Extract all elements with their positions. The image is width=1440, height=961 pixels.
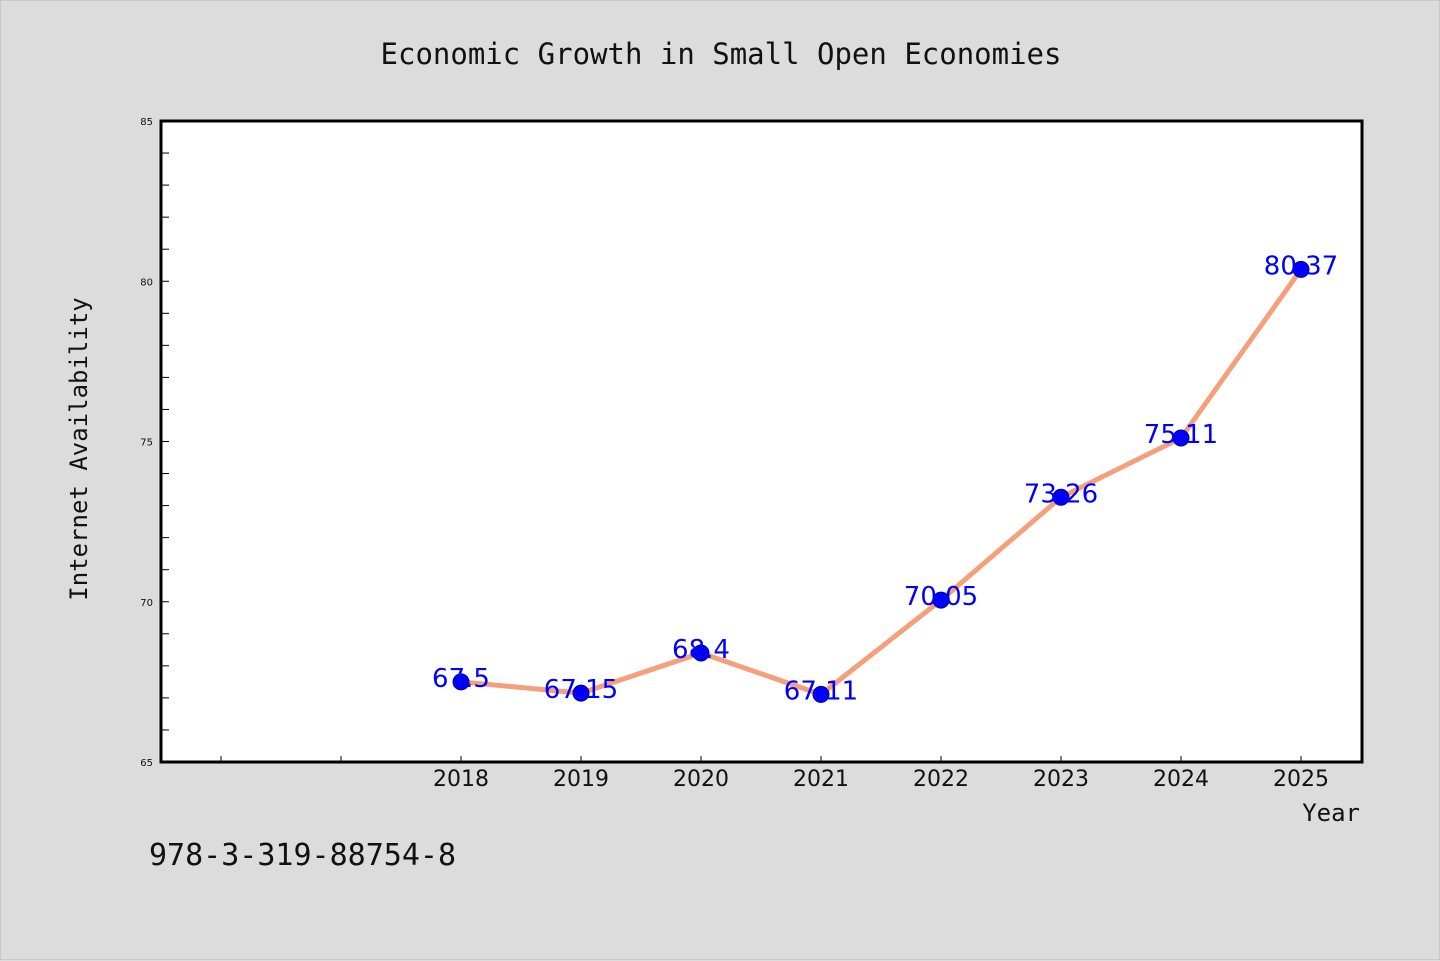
x-tick-label: 2020 (673, 767, 729, 792)
chart-title: Economic Growth in Small Open Economies (381, 37, 1062, 71)
data-point (452, 673, 470, 691)
x-tick-label: 2019 (553, 767, 609, 792)
data-label: 75.11 (1144, 420, 1218, 450)
y-tick-label: 80 (140, 277, 153, 288)
footer-isbn: 978-3-319-88754-8 (149, 838, 456, 873)
data-point (1172, 429, 1190, 447)
series-line (460, 267, 1304, 697)
x-tick-label: 2023 (1033, 767, 1089, 792)
x-axis-label: Year (1302, 799, 1360, 827)
x-tick-label: 2022 (913, 767, 969, 792)
y-axis: 65 70 75 80 85 (140, 117, 169, 769)
x-tick-label: 2025 (1273, 767, 1329, 792)
y-tick-label: 75 (140, 438, 153, 449)
y-tick-label: 65 (140, 758, 153, 769)
data-point (572, 684, 590, 702)
data-label: 73.26 (1024, 479, 1098, 509)
data-point (812, 685, 830, 703)
data-label: 70.05 (904, 582, 978, 612)
data-point (692, 644, 710, 662)
x-tick-label: 2024 (1153, 767, 1209, 792)
data-label: 67.5 (432, 664, 490, 694)
y-tick-label: 70 (140, 598, 153, 609)
y-tick-label: 85 (140, 117, 153, 128)
x-tick-label: 2018 (433, 767, 489, 792)
series-layer: 67.5 67.15 68.4 67.11 70.05 73.26 75.11 80.37 (432, 251, 1338, 706)
data-point (1292, 260, 1310, 278)
data-label: 80.37 (1264, 251, 1338, 281)
data-label: 67.11 (784, 676, 858, 706)
x-tick-label: 2021 (793, 767, 849, 792)
data-point (1052, 488, 1070, 506)
data-label: 67.15 (544, 675, 618, 705)
y-axis-label: Internet Availability (65, 297, 93, 600)
data-label: 68.4 (672, 635, 730, 665)
x-axis: 2018 2019 2020 2021 2022 2023 2024 2025 (220, 756, 1329, 792)
plot-area (159, 119, 1364, 764)
data-point (932, 591, 950, 609)
